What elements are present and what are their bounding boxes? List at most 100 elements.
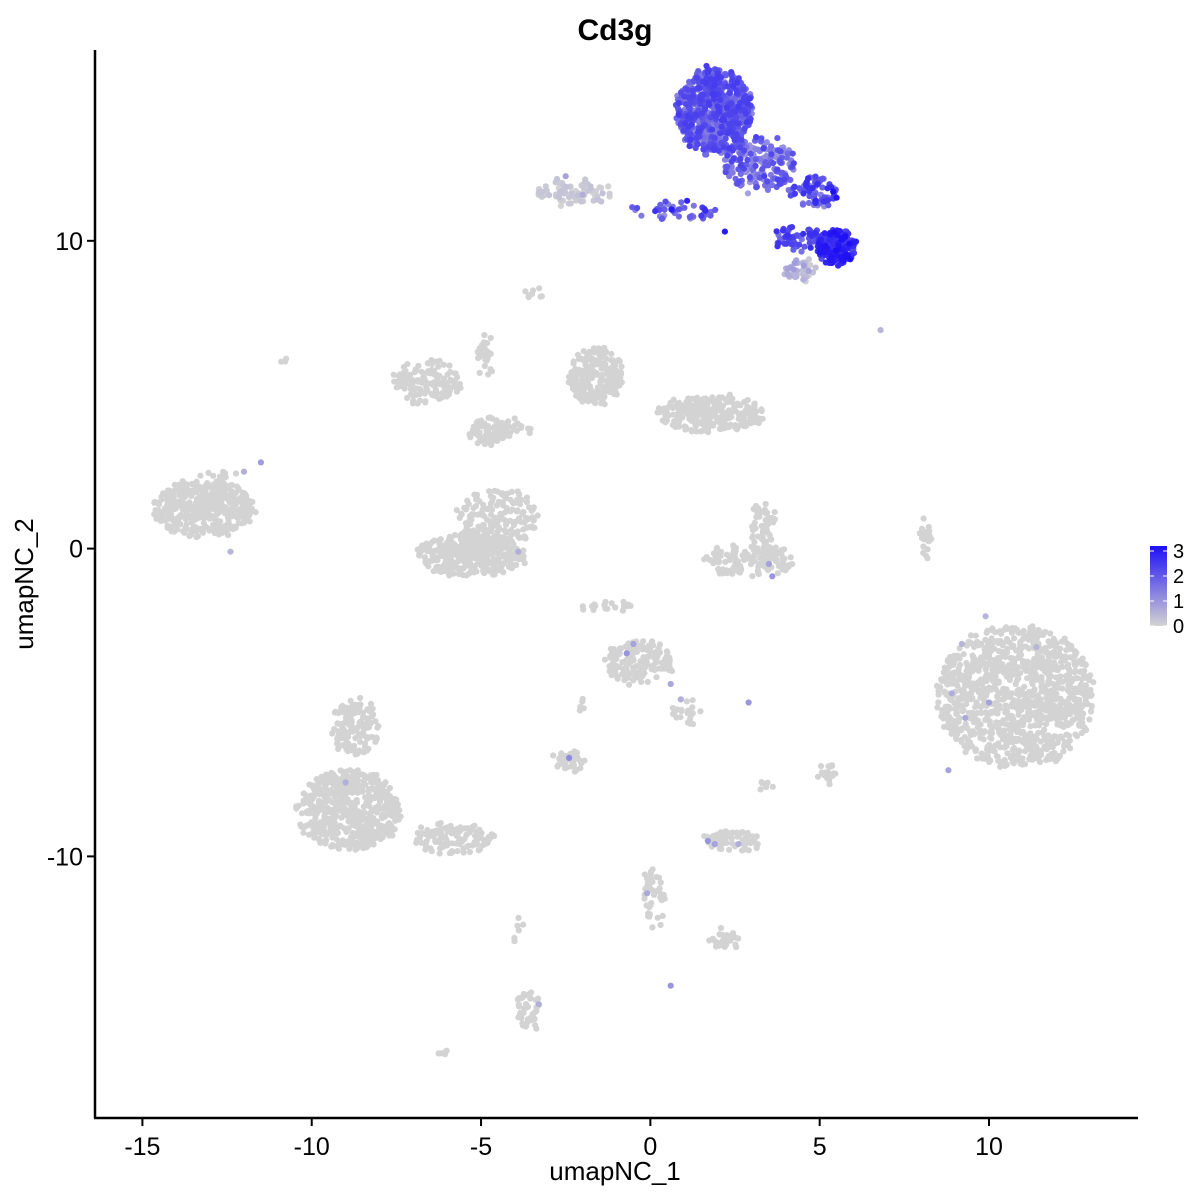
cell-point: [771, 516, 779, 523]
cell-point: [463, 524, 471, 531]
cell-point: [944, 703, 952, 710]
cell-point: [998, 649, 1006, 656]
cell-point: [424, 547, 431, 555]
cell-point: [619, 659, 626, 666]
cell-point: [530, 524, 537, 532]
cell-point: [740, 556, 748, 564]
cell-point: [1081, 724, 1088, 731]
cell-point: [701, 833, 708, 840]
cell-point: [1015, 664, 1022, 671]
cell-point: [635, 670, 642, 677]
cell-point: [1046, 741, 1053, 748]
cell-point: [957, 676, 965, 683]
cell-point: [602, 598, 609, 606]
cell-point: [741, 548, 749, 555]
cell-point: [601, 388, 608, 395]
cell-point: [228, 505, 235, 513]
cell-point: [550, 752, 557, 759]
cell-point: [1026, 645, 1033, 652]
cell-point: [429, 539, 436, 546]
cell-point: [700, 408, 707, 415]
points-layer: [151, 62, 1097, 1058]
cell-point: [315, 808, 322, 815]
cell-point: [608, 654, 615, 661]
cell-point: [605, 383, 612, 390]
cell-point: [683, 698, 690, 705]
cell-point: [1004, 750, 1011, 757]
cell-point: [1025, 709, 1032, 716]
cell-point: [684, 710, 691, 717]
cell-point: [226, 521, 233, 529]
cell-point: [360, 838, 367, 845]
cell-point: [188, 506, 195, 513]
cell-point: [1002, 653, 1009, 661]
cell-point: [997, 744, 1004, 751]
cell-point: [359, 782, 366, 789]
cell-point: [347, 779, 354, 786]
cell-point: [515, 498, 523, 505]
cell-point: [342, 714, 349, 722]
cell-point: [1038, 688, 1045, 695]
cell-point: [956, 670, 963, 677]
cell-point: [951, 719, 959, 726]
cell-point: [355, 747, 362, 754]
cell-point: [495, 556, 502, 563]
cell-point: [648, 649, 655, 656]
cell-point: [369, 839, 376, 847]
cell-point: [1021, 633, 1028, 640]
cell-point: [383, 791, 390, 798]
cell-point: [716, 931, 723, 938]
cell-point: [393, 384, 400, 391]
cell-point: [171, 489, 178, 496]
cell-point: [731, 402, 739, 409]
cell-point: [474, 529, 481, 536]
cell-point: [330, 771, 337, 778]
cell-point: [1063, 677, 1070, 684]
cell-point: [432, 372, 440, 379]
cell-point: [646, 904, 653, 911]
cell-point: [1071, 675, 1078, 682]
cell-point: [227, 496, 234, 503]
cell-point: [183, 511, 190, 519]
cell-point: [492, 532, 499, 540]
cell-point: [612, 604, 619, 611]
cell-point: [657, 894, 664, 901]
cell-point: [454, 558, 461, 565]
cell-point: [179, 483, 186, 490]
cell-point: [164, 496, 171, 503]
cell-point: [610, 646, 618, 653]
cell-point: [717, 426, 724, 433]
cell-point: [315, 828, 322, 835]
cell-point: [398, 379, 405, 387]
cell-point: [659, 407, 666, 414]
cell-point: [766, 515, 774, 522]
cell-point: [448, 556, 455, 564]
cell-point: [411, 386, 418, 393]
cell-point: [1029, 671, 1036, 678]
cell-point: [430, 568, 437, 575]
cell-point: [438, 394, 445, 401]
cell-point: [962, 722, 969, 730]
cell-point: [983, 692, 990, 699]
cell-point: [726, 831, 733, 838]
cell-point: [328, 778, 336, 785]
cell-point: [344, 810, 351, 817]
chart-title: Cd3g: [578, 14, 653, 47]
cell-point: [1045, 752, 1053, 760]
cell-point: [1042, 644, 1049, 651]
cell-point: [1028, 679, 1036, 686]
cell-point: [373, 818, 380, 825]
cell-point: [1022, 716, 1029, 723]
cell-point: [996, 729, 1003, 736]
cell-point: [443, 547, 450, 554]
cell-point: [982, 636, 989, 644]
cell-point: [587, 349, 594, 357]
cell-point: [1079, 719, 1086, 726]
cell-point: [582, 361, 589, 368]
cell-point: [995, 678, 1002, 685]
cell-point: [996, 719, 1003, 726]
cell-point: [999, 689, 1006, 696]
cell-point: [787, 554, 794, 561]
cell-point: [800, 276, 807, 283]
cell-point: [975, 689, 983, 696]
